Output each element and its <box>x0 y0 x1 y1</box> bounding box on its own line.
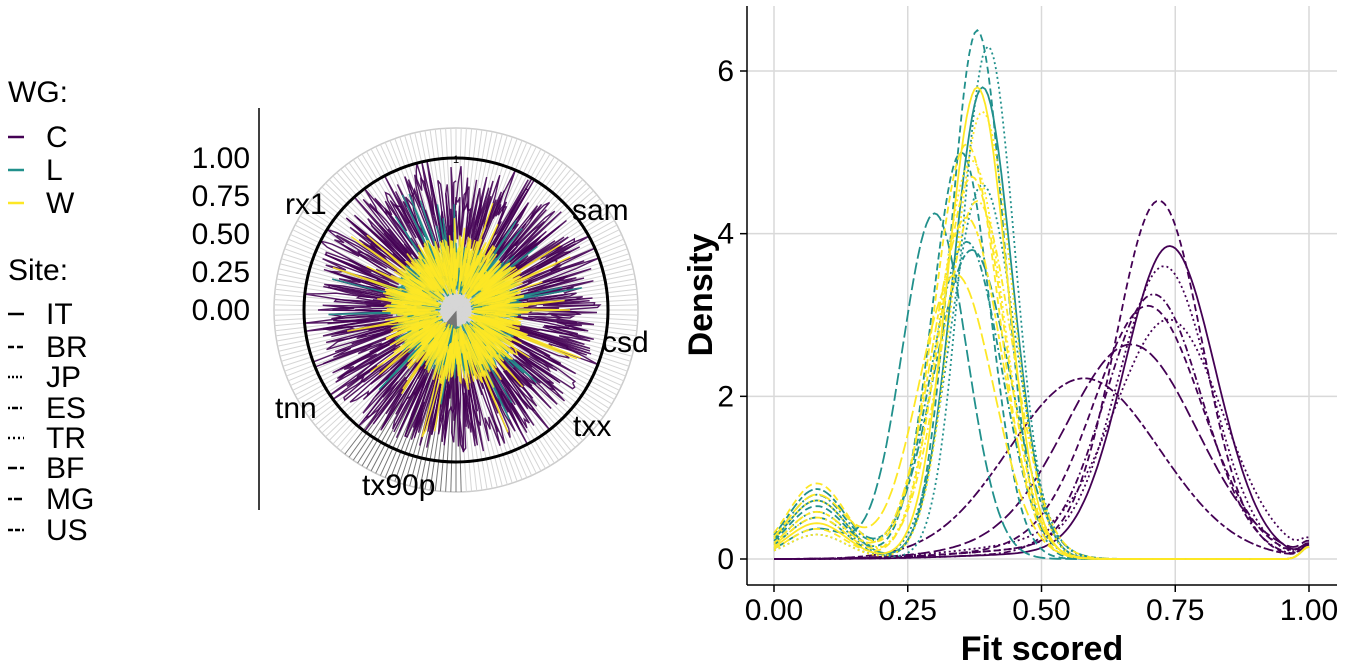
radial-tick-label: 0.00 <box>192 294 250 327</box>
radial-tick-label: 1.00 <box>192 142 250 175</box>
legend-wg-item: W <box>8 187 75 220</box>
radar-index-label: rx1 <box>285 188 327 221</box>
legend-site-item: TR <box>8 422 86 455</box>
legend-site-item: BF <box>8 452 84 485</box>
x-tick-label: 0.50 <box>1012 594 1070 627</box>
legend-site-label: BF <box>46 452 84 485</box>
radar-index-label: sam <box>572 194 629 227</box>
density-series-line <box>774 377 1310 560</box>
density-chart: 0.00 0.25 0.50 0.75 1.00 0 2 4 6 Fit scored Dens… <box>682 6 1338 666</box>
density-series-line <box>773 200 1310 560</box>
radial-tick-label: 0.75 <box>192 180 250 213</box>
radar-chart: 1.00 0.75 0.50 0.25 0.00 1 sam csd txx t… <box>192 108 649 510</box>
density-series-line <box>773 273 1310 560</box>
x-tick-label: 1.00 <box>1280 594 1338 627</box>
radar-series-line <box>332 223 578 438</box>
x-tick-label: 0.75 <box>1146 594 1204 627</box>
density-ticks: 0.00 0.25 0.50 0.75 1.00 0 2 4 6 <box>717 55 1338 627</box>
radial-tick-label: 0.50 <box>192 218 250 251</box>
legend-site-item: IT <box>8 298 73 331</box>
density-series-line <box>773 175 1310 560</box>
radar-reference-label: 1 <box>453 154 459 166</box>
legend-site-label: JP <box>46 361 81 394</box>
legend: WG: C L W Site: IT BR JP ES <box>8 76 94 547</box>
legend-wg-item: L <box>8 154 63 187</box>
y-tick-label: 2 <box>717 380 734 413</box>
legend-site-label: MG <box>46 483 94 516</box>
legend-wg-title: WG: <box>8 76 68 109</box>
radar-series-group <box>304 160 602 453</box>
x-tick-label: 0.00 <box>745 594 803 627</box>
legend-site-item: ES <box>8 392 86 425</box>
y-axis-title: Density <box>682 234 720 357</box>
radar-index-label: txx <box>573 410 611 443</box>
legend-wg-label: C <box>46 121 68 154</box>
legend-site-item: MG <box>8 483 94 516</box>
y-tick-label: 0 <box>717 543 734 576</box>
legend-site-title: Site: <box>8 254 68 287</box>
density-series-line <box>773 151 1310 560</box>
radar-index-label: tnn <box>275 392 317 425</box>
legend-wg-label: L <box>46 154 63 187</box>
legend-site-item: JP <box>8 361 81 394</box>
y-tick-label: 4 <box>717 218 734 251</box>
x-tick-label: 0.25 <box>879 594 937 627</box>
legend-wg-item: C <box>8 121 68 154</box>
density-series-line <box>773 143 1310 560</box>
legend-site-label: BR <box>46 331 88 364</box>
legend-site-label: IT <box>46 298 73 331</box>
legend-site-item: BR <box>8 331 88 364</box>
radar-index-label: csd <box>602 326 649 359</box>
density-series-group <box>773 29 1310 560</box>
radial-tick-label: 0.25 <box>192 256 250 289</box>
density-series-line <box>773 45 1310 560</box>
legend-site-item: US <box>8 514 88 547</box>
legend-site-label: TR <box>46 422 86 455</box>
legend-site-label: ES <box>46 392 86 425</box>
x-axis-title: Fit scored <box>961 630 1123 666</box>
legend-wg-label: W <box>46 187 75 220</box>
radar-reference-circle <box>302 156 610 464</box>
radar-index-label: tx90p <box>362 469 435 502</box>
legend-site-label: US <box>46 514 88 547</box>
y-tick-label: 6 <box>717 55 734 88</box>
